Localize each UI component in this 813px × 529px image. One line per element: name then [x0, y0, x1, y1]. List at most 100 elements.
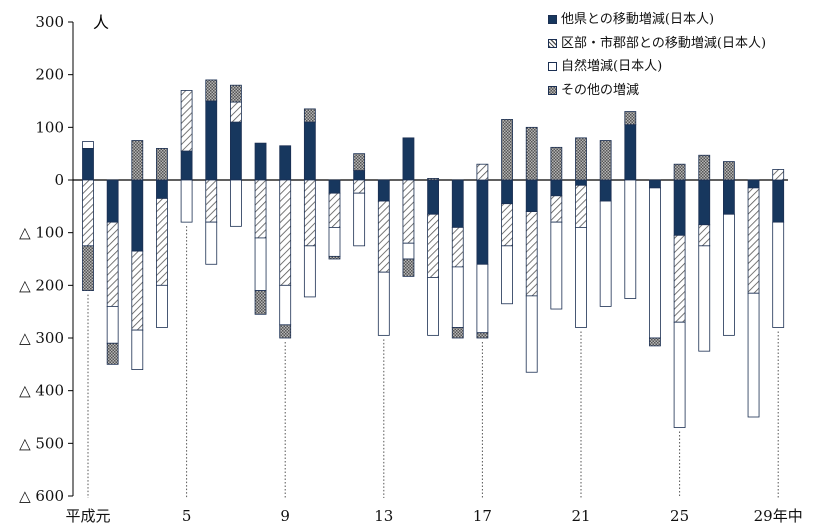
bar-segment-s3 — [649, 337, 661, 347]
bar-segment-s1 — [427, 213, 440, 278]
bar-segment-s2 — [550, 221, 563, 310]
bar-segment-s1 — [353, 179, 366, 194]
bar-segment-s0 — [698, 179, 711, 226]
unit-label: 人 — [93, 13, 110, 32]
legend-swatch-solid — [548, 15, 557, 25]
y-tick-label: 200 — [35, 66, 64, 84]
bar-segment-s0 — [131, 179, 144, 252]
bar-segment-s2 — [427, 277, 440, 336]
legend-label: その他の増減 — [561, 82, 640, 98]
bar-segment-s2 — [525, 295, 538, 373]
bar-segment-s2 — [649, 187, 661, 339]
bar-segment-s0 — [377, 179, 390, 202]
bar-segment-s1 — [377, 200, 390, 273]
y-tick-label: 0 — [54, 171, 64, 189]
bar-segment-s3 — [427, 178, 440, 181]
legend-label: 自然増減(日本人) — [561, 59, 663, 74]
bar-segment-s3 — [106, 342, 119, 365]
bars — [82, 79, 785, 428]
x-tick-label: 13 — [374, 507, 393, 525]
bar-segment-s0 — [772, 179, 785, 223]
bar-segment-s0 — [723, 179, 735, 215]
bar-segment-s3 — [205, 79, 218, 102]
bar-segment-s2 — [723, 213, 735, 336]
x-tick-label: 9 — [280, 507, 290, 525]
legend-label: 他県との移動増減(日本人) — [561, 12, 715, 27]
bar-segment-s1 — [772, 169, 785, 181]
bar-segment-s1 — [82, 179, 94, 247]
bar-segment-s3 — [599, 140, 612, 181]
x-tick-label: 17 — [473, 507, 492, 525]
bar-segment-s1 — [106, 221, 119, 307]
bar-segment-s0 — [279, 145, 292, 181]
bar-segment-s2 — [575, 226, 587, 328]
bar-segment-s0 — [451, 179, 464, 228]
bar-segment-s1 — [550, 195, 563, 223]
legend-swatch-hatch — [548, 38, 557, 48]
bar-segment-s3 — [131, 140, 144, 181]
bar-segment-s3 — [303, 108, 316, 123]
y-tick-label: △ 600 — [19, 487, 64, 505]
bar-segment-s2 — [353, 192, 366, 247]
bar-segment-s1 — [131, 250, 144, 331]
bar-segment-s3 — [698, 154, 711, 181]
bar-segment-s0 — [624, 124, 637, 181]
legend-swatch-dots — [548, 85, 557, 95]
bar-segment-s2 — [106, 305, 119, 344]
bar-segment-s2 — [156, 284, 168, 328]
bar-segment-s1 — [205, 179, 218, 223]
y-tick-label: △ 400 — [19, 382, 64, 400]
bar-segment-s3 — [353, 153, 366, 171]
bar-segment-s3 — [402, 258, 415, 277]
bar-segment-s0 — [328, 179, 341, 194]
bar-segment-s0 — [402, 137, 415, 181]
bar-segment-s0 — [353, 170, 366, 181]
bar-segment-s2 — [772, 221, 785, 328]
bar-segment-s0 — [156, 179, 168, 199]
legend-item-natural: 自然増減(日本人) — [548, 55, 766, 79]
bar-segment-s1 — [476, 163, 489, 181]
x-tick-label: 5 — [182, 507, 192, 525]
bar-segment-s0 — [673, 179, 686, 236]
x-tick-label: 29年中 — [754, 507, 803, 525]
bar-segment-s1 — [156, 198, 168, 286]
bar-segment-s1 — [698, 224, 711, 247]
bar-segment-s3 — [525, 126, 538, 181]
bar-segment-s1 — [501, 203, 513, 247]
bar-segment-s3 — [501, 119, 513, 181]
bar-segment-s1 — [525, 211, 538, 297]
bar-segment-s2 — [624, 179, 637, 299]
bar-segment-s0 — [180, 150, 193, 181]
bar-segment-s1 — [402, 179, 415, 244]
bar-segment-s2 — [205, 221, 218, 265]
y-tick-label: △ 100 — [19, 224, 64, 242]
bar-segment-s2 — [451, 266, 464, 328]
bar-segment-s2 — [501, 245, 513, 305]
bar-segment-s2 — [599, 200, 612, 307]
x-tick-label: 21 — [571, 507, 590, 525]
y-tick-label: △ 500 — [19, 434, 64, 452]
bar-segment-s0 — [525, 179, 538, 213]
bar-segment-s0 — [427, 179, 440, 215]
bar-segment-s3 — [723, 161, 735, 181]
legend-swatch-plain — [548, 62, 557, 72]
bar-segment-s3 — [624, 111, 637, 126]
bar-segment-s2 — [402, 242, 415, 260]
bar-segment-s1 — [673, 234, 686, 323]
bar-segment-s2 — [377, 271, 390, 336]
x-tick-label: 平成元 — [65, 507, 110, 525]
legend-item-other: その他の増減 — [548, 79, 766, 103]
bar-segment-s1 — [229, 101, 242, 123]
bar-segment-s1 — [328, 192, 341, 228]
bar-segment-s1 — [279, 179, 292, 286]
bar-segment-s3 — [575, 137, 587, 181]
legend-item-other-prefecture: 他県との移動増減(日本人) — [548, 8, 766, 32]
bar-segment-s2 — [698, 245, 711, 352]
bar-segment-s2 — [673, 321, 686, 428]
bar-segment-s3 — [451, 327, 464, 339]
bar-segment-s3 — [476, 332, 489, 339]
bar-segment-s0 — [747, 179, 760, 189]
bar-segment-s3 — [673, 163, 686, 181]
